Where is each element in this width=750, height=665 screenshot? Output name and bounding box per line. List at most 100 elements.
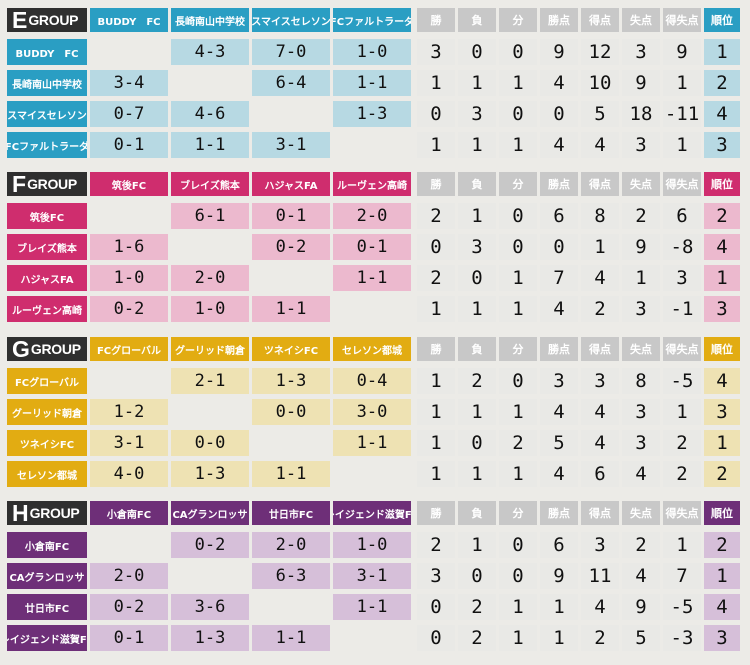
group-letter: E <box>12 6 28 33</box>
match-score: 1-1 <box>356 597 388 617</box>
stat-value: 1 <box>499 70 537 96</box>
stat-value: 2 <box>499 430 537 456</box>
stat-value: 0 <box>499 532 537 558</box>
match-score: 1-3 <box>194 628 226 648</box>
match-score: 1-2 <box>113 402 145 422</box>
match-score: 4-3 <box>194 42 226 62</box>
column-team-header: セレソン都城 <box>333 337 411 361</box>
stat-value: 0 <box>458 39 496 65</box>
stat-header: 負 <box>458 337 496 361</box>
row-team-label: BUDDY FC <box>7 39 87 65</box>
row-team-label: 廿日市FC <box>7 594 87 620</box>
stat-header: 得点 <box>581 172 619 196</box>
match-score-cell: 2-0 <box>171 265 249 291</box>
stat-value: 2 <box>458 368 496 394</box>
stat-value: 9 <box>540 563 578 589</box>
match-score-cell: 0-2 <box>171 532 249 558</box>
empty-diagonal-cell <box>90 39 168 65</box>
match-score-cell: 0-2 <box>90 296 168 322</box>
column-team-header: 筑後FC <box>90 172 168 196</box>
stat-header: 勝 <box>417 337 455 361</box>
stat-value: 6 <box>581 461 619 487</box>
match-score: 0-1 <box>275 206 307 226</box>
match-score-cell: 3-1 <box>252 132 330 158</box>
match-score-cell: 6-3 <box>252 563 330 589</box>
stat-header: 得点 <box>581 8 619 32</box>
match-score: 6-3 <box>275 566 307 586</box>
stat-value: 1 <box>417 461 455 487</box>
match-score-cell: 1-1 <box>252 625 330 651</box>
match-score-cell: 6-1 <box>171 203 249 229</box>
stat-header: 負 <box>458 8 496 32</box>
match-score-cell: 4-3 <box>171 39 249 65</box>
column-team-header: BUDDY FC <box>90 8 168 32</box>
rank-value: 4 <box>704 368 740 394</box>
match-score-cell: 3-4 <box>90 70 168 96</box>
stat-value: 3 <box>663 265 701 291</box>
match-score: 1-0 <box>356 42 388 62</box>
stat-value: 2 <box>581 296 619 322</box>
stat-value: 1 <box>499 594 537 620</box>
match-score: 2-0 <box>113 566 145 586</box>
stat-value: 7 <box>540 265 578 291</box>
group-label-text: GROUP <box>29 505 80 521</box>
stat-header: 勝 <box>417 8 455 32</box>
rank-value: 3 <box>704 296 740 322</box>
match-score: 0-1 <box>356 237 388 257</box>
match-score-cell: 0-4 <box>333 368 411 394</box>
rank-value: 1 <box>704 39 740 65</box>
empty-diagonal-cell <box>171 399 249 425</box>
match-score: 0-1 <box>113 135 145 155</box>
match-score: 6-1 <box>194 206 226 226</box>
match-score-cell: 1-3 <box>171 625 249 651</box>
stat-value: 4 <box>581 594 619 620</box>
stat-value: 2 <box>622 532 660 558</box>
empty-diagonal-cell <box>252 265 330 291</box>
stat-value: 1 <box>499 461 537 487</box>
stat-value: 1 <box>540 594 578 620</box>
empty-diagonal-cell <box>252 430 330 456</box>
stat-value: -5 <box>663 594 701 620</box>
row-team-label: FCグローバル <box>7 368 87 394</box>
stat-value: 11 <box>581 563 619 589</box>
match-score: 1-1 <box>275 464 307 484</box>
match-score: 4-6 <box>194 104 226 124</box>
row-team-label: FCファルトラーダ <box>7 132 87 158</box>
stat-value: 4 <box>540 399 578 425</box>
stat-value: 1 <box>458 203 496 229</box>
match-score-cell: 1-3 <box>252 368 330 394</box>
match-score-cell: 3-6 <box>171 594 249 620</box>
stat-value: 9 <box>622 594 660 620</box>
stat-header: 得失点 <box>663 337 701 361</box>
stat-value: 3 <box>540 368 578 394</box>
row-team-label: 長崎南山中学校 <box>7 70 87 96</box>
row-team-label: スマイスセレソン <box>7 101 87 127</box>
group-h-table: HGROUP小倉南FCCAグランロッサ廿日市FCレイジェンド滋賀FC勝負分勝点得… <box>0 501 750 661</box>
match-score: 2-1 <box>194 371 226 391</box>
match-score-cell: 1-6 <box>90 234 168 260</box>
stat-value: 3 <box>458 234 496 260</box>
match-score: 1-1 <box>356 268 388 288</box>
match-score-cell: 0-1 <box>90 132 168 158</box>
empty-diagonal-cell <box>333 461 411 487</box>
stat-value: 3 <box>622 39 660 65</box>
rank-value: 2 <box>704 532 740 558</box>
rank-value: 1 <box>704 430 740 456</box>
stat-value: 1 <box>458 296 496 322</box>
stat-value: 3 <box>622 430 660 456</box>
stat-value: 7 <box>663 563 701 589</box>
stat-value: 1 <box>499 625 537 651</box>
match-score-cell: 0-2 <box>90 594 168 620</box>
match-score-cell: 0-2 <box>252 234 330 260</box>
rank-header: 順位 <box>704 501 740 525</box>
stat-value: 1 <box>458 532 496 558</box>
row-team-label: ルーヴェン高崎 <box>7 296 87 322</box>
stat-value: 2 <box>458 594 496 620</box>
row-team-label: CAグランロッサ <box>7 563 87 589</box>
stat-value: 0 <box>499 368 537 394</box>
stat-header: 得失点 <box>663 172 701 196</box>
column-team-header: グーリッド朝倉 <box>171 337 249 361</box>
empty-diagonal-cell <box>171 70 249 96</box>
stat-value: 0 <box>458 563 496 589</box>
stat-value: 9 <box>540 39 578 65</box>
